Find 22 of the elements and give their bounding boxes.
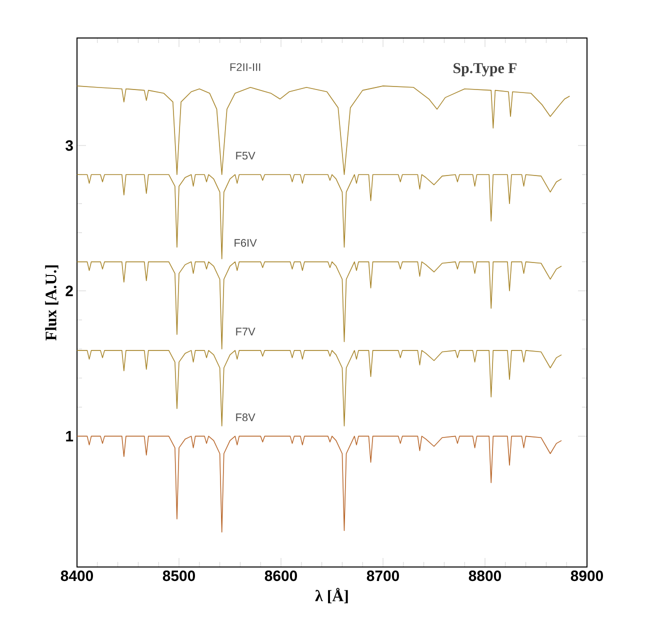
series-label: F2II-III: [230, 63, 260, 71]
series-label: F6IV: [234, 239, 257, 247]
line-series: [77, 86, 570, 175]
x-tick-label: 8500: [162, 570, 195, 582]
y-tick-label: 3: [66, 140, 73, 151]
line-series: [77, 436, 562, 533]
x-tick-label: 8800: [468, 570, 501, 582]
line-series: [77, 261, 562, 350]
x-tick-label: 8400: [60, 570, 93, 582]
y-axis-title: Flux [A.U.]: [45, 265, 58, 341]
x-tick-label: 8700: [366, 570, 399, 582]
annotation: Sp.Type F: [454, 63, 517, 76]
x-axis-title: λ [Å]: [315, 588, 348, 604]
line-series: [77, 350, 562, 426]
y-tick-label: 1: [66, 431, 74, 442]
line-series: [77, 174, 562, 260]
series-label: F5V: [236, 152, 256, 160]
series-label: F7V: [236, 328, 256, 336]
series-label: F8V: [236, 413, 256, 422]
y-tick-label: 2: [66, 286, 73, 296]
x-tick-label: 8600: [264, 570, 297, 582]
x-tick-label: 8900: [570, 570, 603, 582]
